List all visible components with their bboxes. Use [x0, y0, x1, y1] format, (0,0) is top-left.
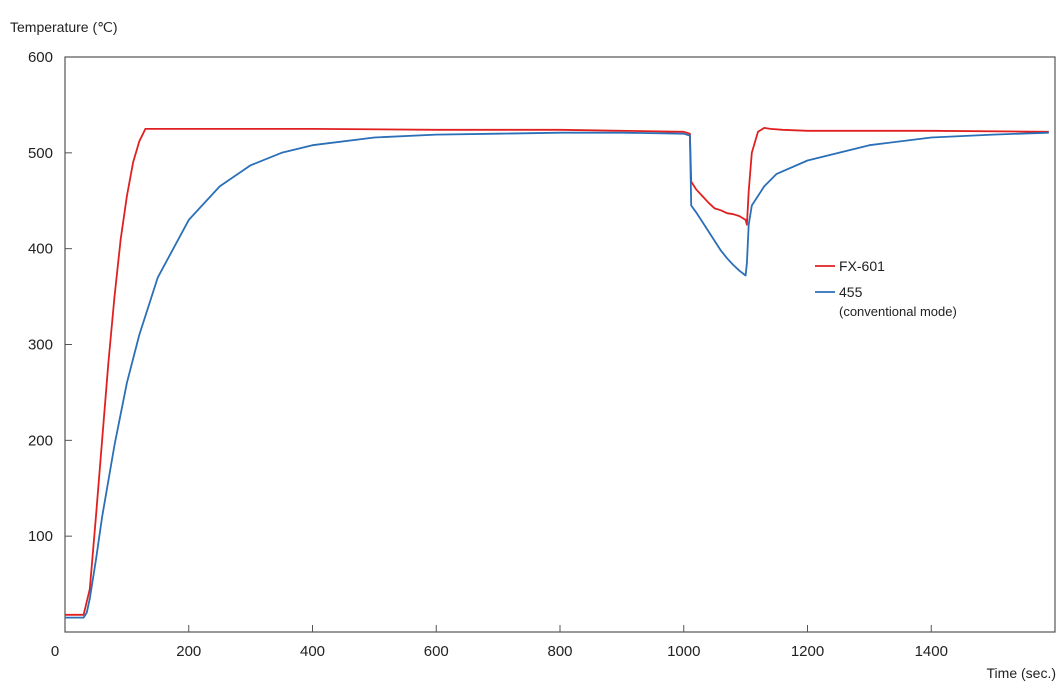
y-tick-label: 600	[28, 49, 53, 66]
x-tick-label: 0	[51, 643, 59, 660]
y-axis-label: Temperature (℃)	[10, 19, 118, 35]
legend-entry: 455	[839, 284, 863, 300]
y-tick-label: 300	[28, 337, 53, 354]
y-tick-label: 100	[28, 528, 53, 545]
legend-entry: FX-601	[839, 258, 885, 274]
legend-entry-note: (conventional mode)	[839, 304, 957, 319]
legend: FX-601 455 (conventional mode)	[815, 258, 957, 319]
plot-frame	[64, 56, 1056, 633]
x-tick-label: 1400	[915, 643, 948, 660]
x-axis-label: Time (sec.)	[987, 665, 1056, 681]
series-line-455	[65, 131, 1049, 619]
x-tick-label: 1000	[667, 643, 700, 660]
x-tick-label: 600	[424, 643, 449, 660]
series-line-fx-601	[65, 127, 1049, 616]
x-tick-label: 200	[176, 643, 201, 660]
y-tick-label: 400	[28, 241, 53, 258]
y-tick-label: 500	[28, 145, 53, 162]
series-group	[65, 127, 1049, 619]
axes: 100 200 300 400 500 600 0 200 400 600 800 1000 1200 1…	[28, 49, 1056, 660]
x-tick-label: 400	[300, 643, 325, 660]
x-tick-label: 1200	[791, 643, 824, 660]
y-tick-label: 200	[28, 432, 53, 449]
x-tick-label: 800	[547, 643, 572, 660]
